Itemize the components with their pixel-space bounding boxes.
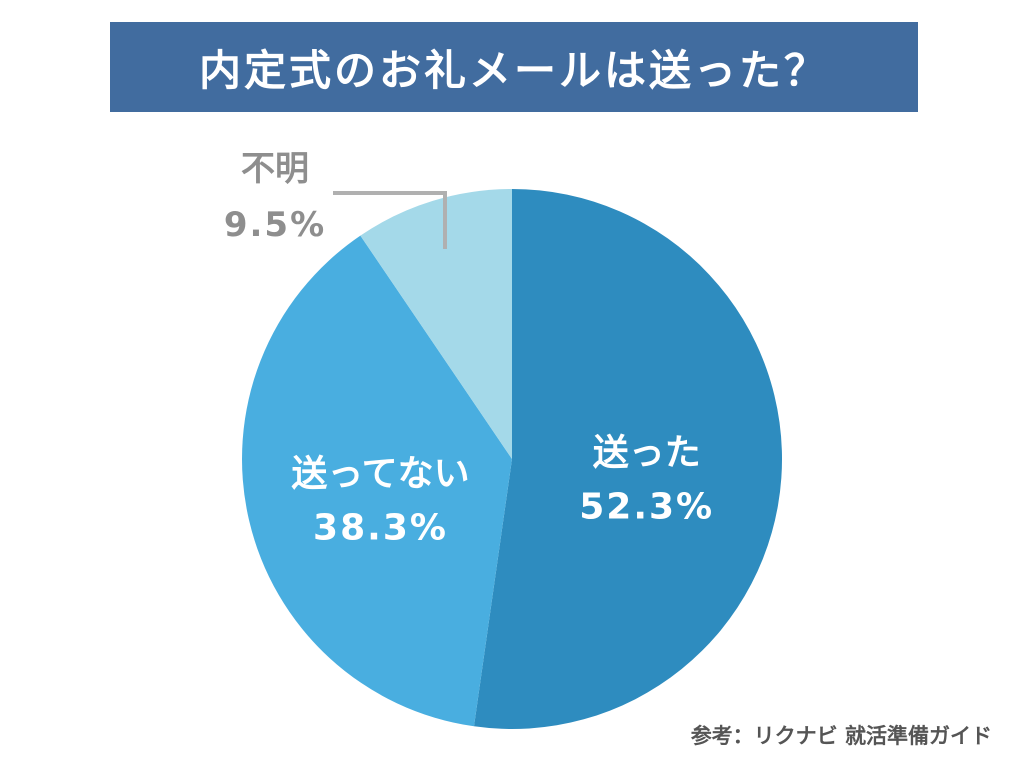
source-note: 参考：リクナビ 就活準備ガイド (690, 724, 992, 748)
slice-value-3: 9.5% (224, 205, 326, 245)
slice-label-2: 送ってない (291, 454, 469, 495)
leader-line-3 (333, 191, 447, 249)
slice-value-1: 52.3% (579, 487, 714, 528)
title-banner: 内定式のお礼メールは送った？ (110, 22, 918, 112)
pie-slice-3 (360, 189, 512, 459)
slice-value-2: 38.3% (313, 508, 448, 549)
slice-label-3: 不明 (241, 149, 309, 189)
slice-label-1: 送った (593, 433, 701, 474)
pie-slice-2 (242, 235, 512, 727)
chart-title: 内定式のお礼メールは送った？ (198, 45, 829, 95)
pie-slice-1 (473, 189, 783, 729)
